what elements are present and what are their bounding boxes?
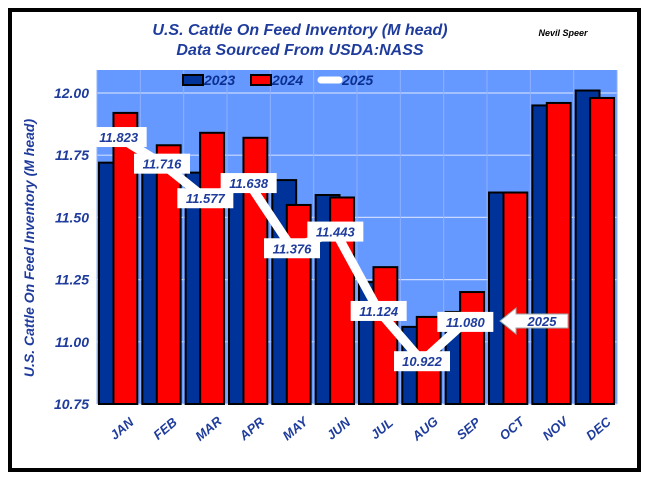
- arrow-left-icon: [499, 306, 569, 336]
- data-label-2025-sep: 11.080: [437, 311, 494, 332]
- y-tick-label: 11.50: [55, 209, 89, 225]
- legend-label-2024: 2024: [271, 72, 303, 88]
- y-tick-label: 11.75: [55, 147, 89, 163]
- data-label-text: 11.443: [316, 225, 356, 240]
- data-label-text: 11.577: [186, 191, 226, 206]
- bar-2024-feb: [155, 144, 182, 406]
- x-tick-label-nov: NOV: [539, 413, 571, 443]
- data-label-box: [437, 311, 494, 332]
- data-label-2025-jul: 11.124: [350, 300, 407, 321]
- x-tick-label-oct: OCT: [496, 413, 527, 443]
- x-tick-label-aug: AUG: [408, 414, 441, 445]
- legend-label-2025: 2025: [341, 72, 373, 88]
- x-tick-label-jul: JUL: [368, 415, 397, 442]
- x-tick-label-dec: DEC: [583, 414, 614, 444]
- legend-label-2023: 2023: [203, 72, 235, 88]
- data-label-box: [307, 221, 364, 242]
- x-tick-label-jun: JUN: [324, 414, 354, 443]
- data-label-2025-jan: 11.823: [90, 127, 147, 148]
- bar-2024-dec: [589, 96, 615, 405]
- bar-2024-sep: [459, 291, 485, 406]
- data-label-box: [177, 188, 234, 209]
- y-tick-label: 10.75: [54, 396, 89, 412]
- data-label-text: 11.716: [143, 157, 183, 172]
- author-credit: Nevil Speer: [538, 28, 588, 38]
- bar-2024-oct: [502, 191, 529, 405]
- data-label-2025-may: 11.376: [264, 238, 320, 259]
- legend-swatch-2023: [182, 74, 204, 86]
- data-label-box: [264, 238, 320, 259]
- data-label-2025-aug: 10.922: [394, 351, 450, 372]
- data-label-box: [220, 173, 277, 194]
- x-tick-label-feb: FEB: [150, 414, 180, 442]
- y-axis-label: U.S. Cattle On Feed Inventory (M head): [21, 119, 37, 378]
- x-tick-label-sep: SEP: [454, 414, 484, 442]
- y-tick-label: 11.25: [55, 272, 89, 288]
- data-label-text: 11.124: [359, 304, 399, 319]
- x-tick-label-apr: APR: [236, 414, 268, 444]
- data-label-2025-mar: 11.577: [177, 188, 234, 209]
- data-label-box: [90, 127, 147, 148]
- y-tick-label: 11.00: [55, 334, 89, 350]
- data-label-box: [394, 351, 450, 372]
- y-tick-label: 12.00: [54, 85, 89, 101]
- bar-2024-jan: [112, 111, 139, 406]
- x-tick-label-jan: JAN: [107, 414, 137, 443]
- annotation-2025-arrow: 2025: [499, 306, 569, 336]
- data-label-2025-apr: 11.638: [220, 173, 277, 194]
- data-label-text: 10.922: [402, 354, 443, 369]
- bar-2024-jul: [372, 266, 399, 405]
- annotation-text: 2025: [527, 314, 558, 329]
- data-label-text: 11.080: [446, 315, 486, 330]
- data-label-box: [350, 300, 407, 321]
- x-tick-label-mar: MAR: [192, 413, 225, 444]
- data-label-2025-feb: 11.716: [134, 153, 190, 174]
- bar-2024-may: [285, 203, 312, 405]
- bar-2024-mar: [199, 131, 225, 405]
- data-label-text: 11.638: [229, 176, 269, 191]
- data-label-text: 11.823: [99, 130, 139, 145]
- chart-subtitle: Data Sourced From USDA:NASS: [176, 42, 423, 59]
- data-label-2025-jun: 11.443: [307, 221, 364, 242]
- x-tick-label-may: MAY: [280, 413, 312, 443]
- chart-title: U.S. Cattle On Feed Inventory (M head): [152, 22, 447, 39]
- bar-2024-nov: [545, 101, 572, 406]
- legend-swatch-2024: [250, 74, 272, 86]
- legend: 2023 2024 2025: [182, 72, 373, 88]
- data-label-text: 11.376: [273, 241, 313, 256]
- data-label-box: [134, 153, 190, 174]
